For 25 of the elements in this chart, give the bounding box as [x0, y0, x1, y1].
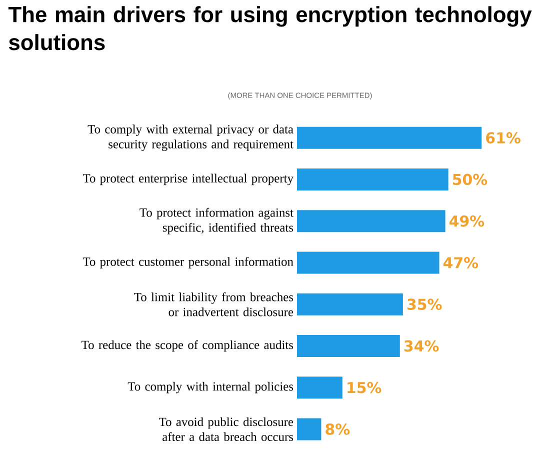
- bar: [297, 376, 342, 399]
- y-tick-label: To comply with internal policies: [128, 382, 294, 394]
- data-label: 61%: [486, 132, 520, 144]
- y-tick-label: To reduce the scope of compliance audits: [82, 340, 294, 352]
- y-tick-label: To avoid public disclosure after a data breach occurs: [158, 417, 294, 442]
- data-label: 35%: [407, 298, 442, 310]
- chart-title: The main drivers for using encryption technology solutions: [8, 6, 532, 50]
- bar: [297, 334, 400, 357]
- bar: [297, 126, 482, 149]
- y-tick-label: To limit liability from breaches or inadvertent disclosure: [134, 292, 294, 316]
- data-label: 47%: [443, 257, 478, 268]
- data-label: 8%: [326, 424, 350, 435]
- bar: [297, 293, 403, 316]
- y-tick-label: To protect customer personal information: [82, 256, 294, 268]
- data-label: 34%: [404, 340, 439, 352]
- y-tick-label: To comply with external privacy or data security regulations and requirement: [88, 124, 294, 151]
- data-label: 50%: [453, 174, 488, 186]
- bar: [297, 252, 440, 274]
- data-label: 15%: [348, 382, 382, 394]
- bar: [297, 210, 446, 232]
- data-label: 49%: [449, 215, 484, 227]
- y-tick-label: To protect information against specific, identified threats: [140, 208, 294, 234]
- y-tick-label: To protect enterprise intellectual property: [82, 174, 294, 186]
- bar: [297, 418, 322, 440]
- bar: [297, 168, 448, 190]
